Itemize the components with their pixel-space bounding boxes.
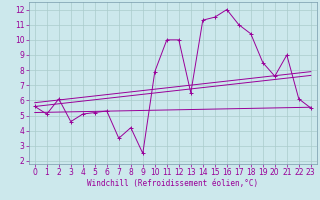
X-axis label: Windchill (Refroidissement éolien,°C): Windchill (Refroidissement éolien,°C): [87, 179, 258, 188]
